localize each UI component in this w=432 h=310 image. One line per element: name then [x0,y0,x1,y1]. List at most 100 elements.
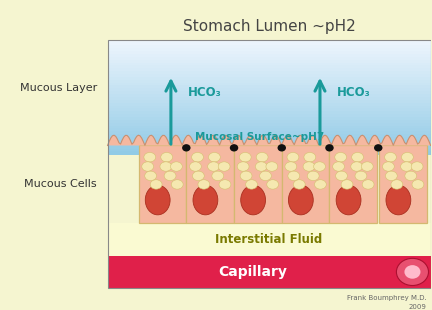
Ellipse shape [212,171,224,181]
Bar [108,97,431,100]
Ellipse shape [352,153,363,162]
Bar [108,131,431,135]
Ellipse shape [237,162,249,171]
Bar [108,88,431,92]
Ellipse shape [335,153,346,162]
Ellipse shape [255,162,267,171]
Ellipse shape [391,180,403,189]
Ellipse shape [374,144,382,152]
Ellipse shape [230,144,238,152]
Bar [108,42,431,46]
Ellipse shape [150,180,162,189]
Ellipse shape [385,171,397,181]
Bar [108,103,431,106]
Text: Capillary: Capillary [218,265,287,279]
Bar [108,65,431,69]
Bar [234,145,282,224]
Bar [330,145,377,224]
Ellipse shape [171,162,182,171]
Ellipse shape [145,171,156,181]
Ellipse shape [241,185,266,215]
Ellipse shape [208,162,219,171]
Bar [108,123,431,126]
Ellipse shape [219,180,231,189]
Ellipse shape [277,144,286,152]
Text: Mucous Layer: Mucous Layer [20,83,97,93]
Bar [379,145,427,224]
Ellipse shape [400,162,413,171]
Ellipse shape [314,180,326,189]
Bar [108,80,431,83]
Ellipse shape [144,153,156,162]
Ellipse shape [267,180,279,189]
Ellipse shape [404,265,420,279]
Ellipse shape [182,144,191,152]
Ellipse shape [160,162,172,171]
Ellipse shape [287,153,299,162]
Bar [108,91,431,95]
Bar [108,40,431,288]
Bar [108,48,431,52]
Ellipse shape [161,153,173,162]
Bar [108,68,431,72]
Bar [108,143,431,146]
Ellipse shape [142,162,154,171]
Ellipse shape [293,180,305,189]
Bar [108,106,431,109]
Text: HCO₃: HCO₃ [188,86,222,99]
Text: Stomach Lumen ~pH2: Stomach Lumen ~pH2 [183,19,356,34]
Ellipse shape [384,153,397,162]
Ellipse shape [336,171,347,181]
Bar [108,224,431,256]
Bar [108,140,431,144]
Ellipse shape [288,171,300,181]
Ellipse shape [266,162,278,171]
Ellipse shape [386,185,411,215]
Ellipse shape [303,162,315,171]
Ellipse shape [351,162,362,171]
Ellipse shape [209,153,220,162]
Bar [108,114,431,117]
Ellipse shape [218,162,230,171]
Ellipse shape [289,185,313,215]
Bar [108,45,431,49]
Bar [108,63,431,66]
Bar [108,129,431,132]
Ellipse shape [285,162,297,171]
Bar [108,146,431,149]
Text: Frank Boumphrey M.D.: Frank Boumphrey M.D. [346,295,426,301]
Bar [108,60,431,63]
Ellipse shape [240,171,252,181]
Ellipse shape [193,185,218,215]
Text: Interstitial Fluid: Interstitial Fluid [216,233,323,246]
Bar [108,40,431,43]
Ellipse shape [239,153,251,162]
Ellipse shape [256,153,268,162]
Ellipse shape [190,162,201,171]
Bar [108,137,431,140]
Ellipse shape [362,180,374,189]
Bar [108,111,431,115]
Ellipse shape [314,162,325,171]
Bar [108,57,431,60]
Ellipse shape [145,185,170,215]
Ellipse shape [397,258,429,286]
Bar [282,145,330,224]
Ellipse shape [412,180,424,189]
Ellipse shape [304,153,316,162]
Ellipse shape [411,162,423,171]
Ellipse shape [192,153,203,162]
Text: 2009: 2009 [409,304,426,310]
Ellipse shape [382,162,394,171]
Ellipse shape [341,180,353,189]
Bar [108,256,431,288]
Ellipse shape [336,185,361,215]
Bar [108,126,431,129]
Bar [108,100,431,103]
Ellipse shape [246,180,257,189]
Ellipse shape [172,180,183,189]
Text: Mucosal Surface~pH7: Mucosal Surface~pH7 [195,132,324,142]
Bar [108,148,431,152]
Ellipse shape [405,171,417,181]
Bar [108,117,431,121]
